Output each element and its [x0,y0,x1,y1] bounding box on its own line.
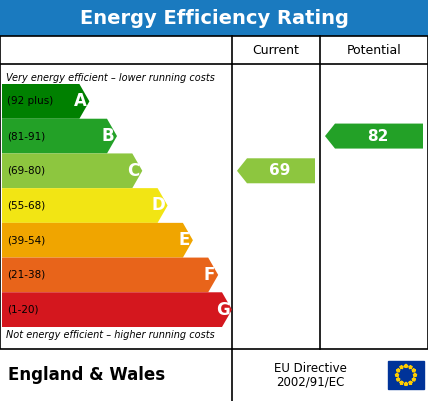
Polygon shape [2,119,117,154]
Polygon shape [404,382,408,386]
Polygon shape [2,188,168,223]
Text: (81-91): (81-91) [7,131,45,141]
Text: Very energy efficient – lower running costs: Very energy efficient – lower running co… [6,73,215,83]
Polygon shape [2,223,193,257]
Polygon shape [2,257,218,292]
Text: G: G [216,301,230,319]
Polygon shape [396,377,400,381]
Text: 2002/91/EC: 2002/91/EC [276,375,344,389]
Polygon shape [325,124,423,148]
Text: Energy Efficiency Rating: Energy Efficiency Rating [80,8,348,28]
Text: (21-38): (21-38) [7,270,45,280]
Text: (92 plus): (92 plus) [7,96,53,106]
Text: Current: Current [253,43,300,57]
Polygon shape [2,154,142,188]
Polygon shape [409,365,413,369]
Text: (55-68): (55-68) [7,200,45,211]
Polygon shape [400,365,404,369]
Text: 69: 69 [269,163,291,178]
Text: 82: 82 [367,129,389,144]
Text: (39-54): (39-54) [7,235,45,245]
Polygon shape [404,364,408,368]
Polygon shape [237,158,315,183]
Polygon shape [395,373,399,377]
Bar [388,361,424,389]
Bar [0,0,428,36]
Text: C: C [127,162,140,180]
Text: England & Wales: England & Wales [8,366,165,384]
Polygon shape [412,377,416,381]
Text: D: D [152,196,166,215]
Text: F: F [203,266,215,284]
Text: E: E [178,231,190,249]
Polygon shape [409,381,413,385]
Text: B: B [102,127,114,145]
Polygon shape [2,84,89,119]
Bar [0,349,428,401]
Text: A: A [74,92,87,110]
Text: Potential: Potential [347,43,401,57]
Polygon shape [413,373,417,377]
Polygon shape [2,292,232,327]
Polygon shape [412,369,416,372]
Text: EU Directive: EU Directive [273,361,346,375]
Bar [0,36,428,349]
Polygon shape [396,369,400,372]
Text: Not energy efficient – higher running costs: Not energy efficient – higher running co… [6,330,215,340]
Text: (1-20): (1-20) [7,305,39,315]
Text: (69-80): (69-80) [7,166,45,176]
Polygon shape [400,381,404,385]
